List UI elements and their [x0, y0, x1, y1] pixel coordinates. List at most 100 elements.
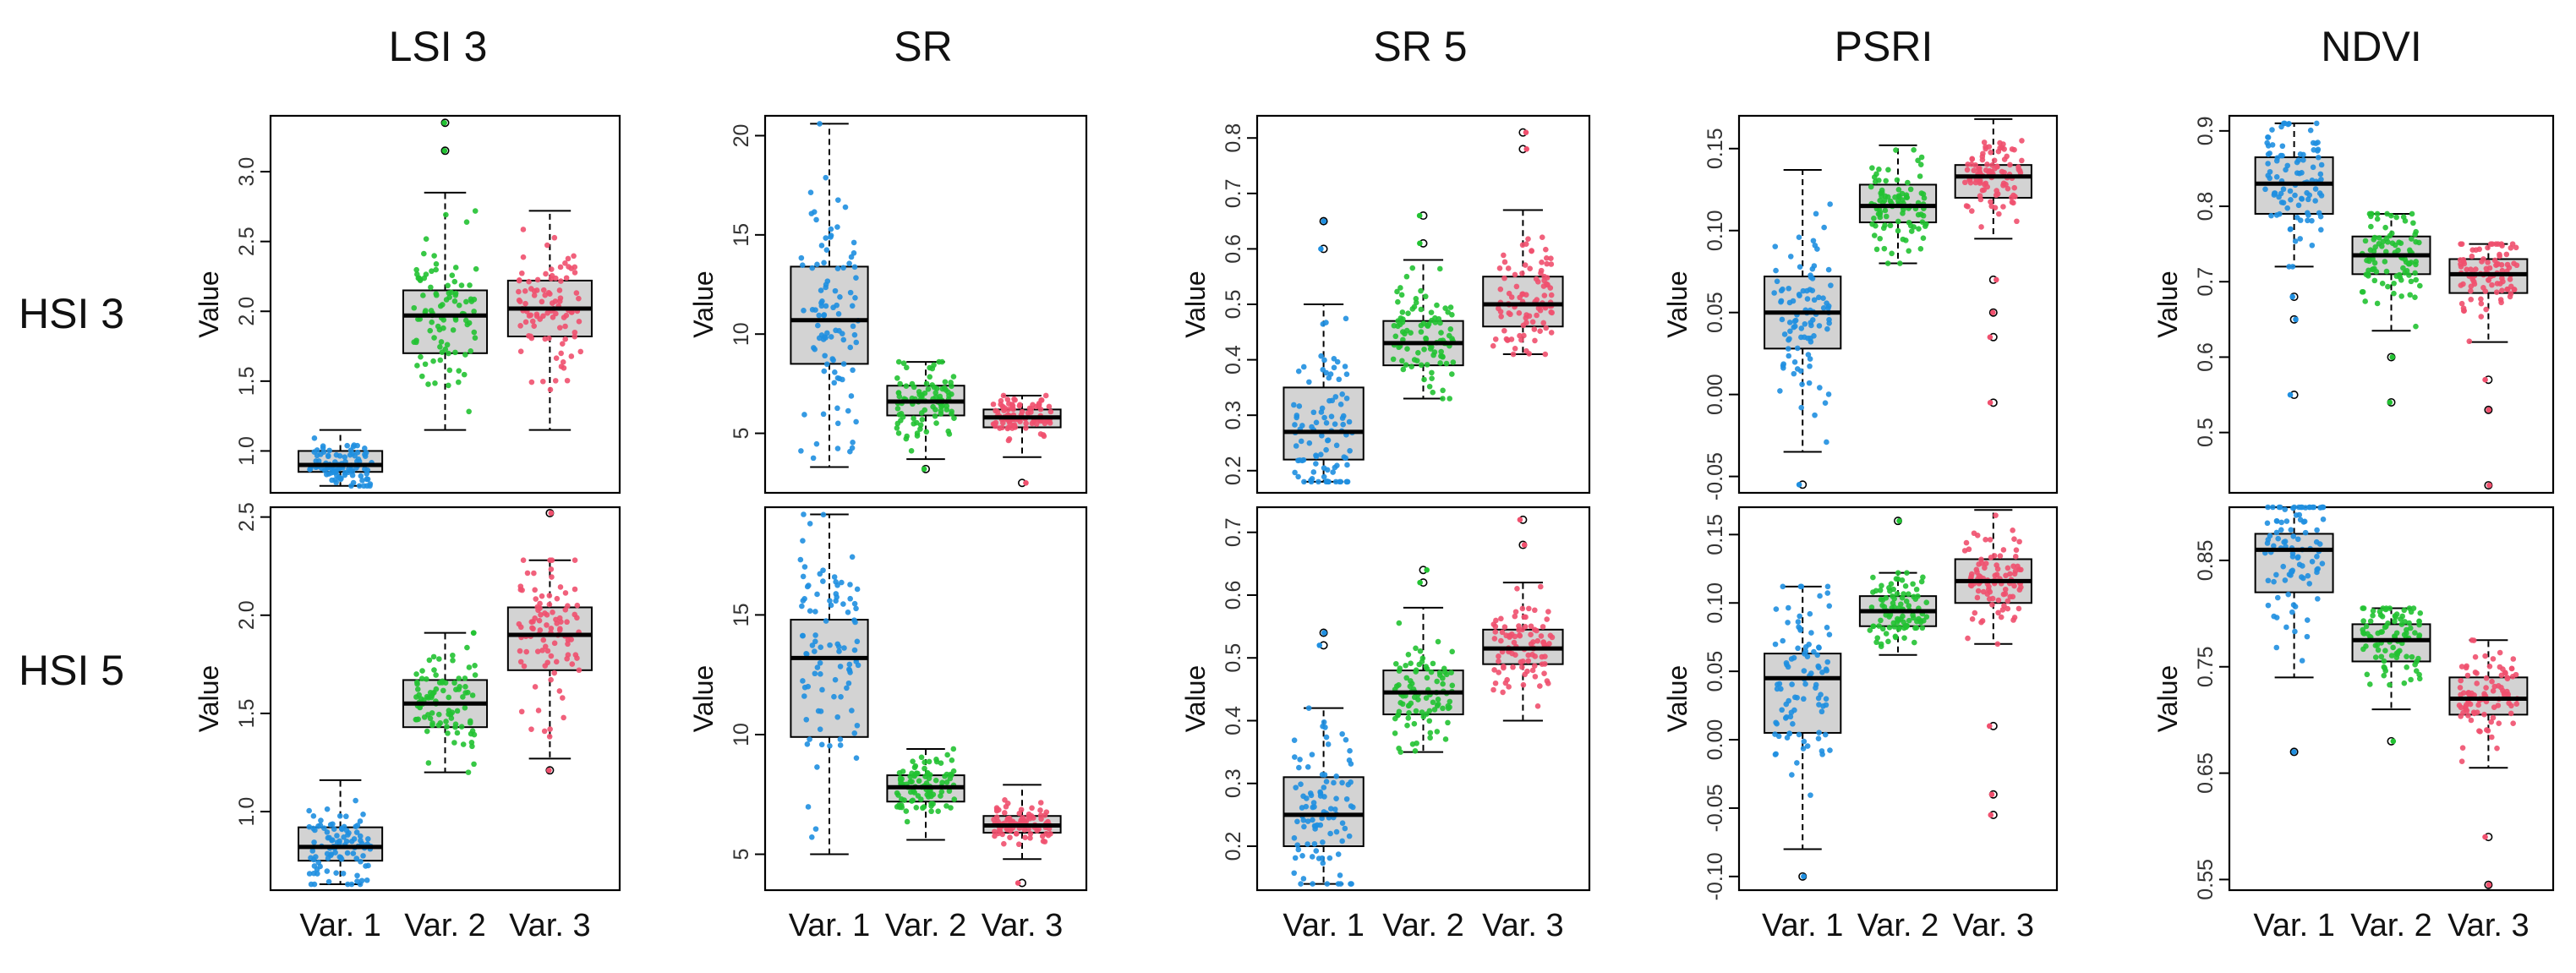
- data-point: [1795, 645, 1801, 652]
- data-point: [424, 693, 430, 700]
- data-point: [1527, 265, 1534, 272]
- data-point: [1906, 219, 1912, 226]
- data-point: [421, 250, 427, 257]
- data-point: [849, 303, 856, 309]
- data-point: [805, 683, 812, 690]
- outlier-point: [1015, 880, 1021, 886]
- data-point: [544, 622, 550, 628]
- box-var2: [1858, 517, 1938, 656]
- data-point: [1418, 329, 1425, 335]
- data-point: [1521, 614, 1528, 620]
- outlier-point: [2486, 482, 2492, 489]
- data-point: [2484, 727, 2490, 733]
- data-point: [1819, 670, 1825, 675]
- data-point: [1901, 625, 1907, 631]
- data-point: [925, 386, 932, 392]
- data-point: [1923, 599, 1930, 606]
- data-point: [2262, 186, 2268, 193]
- data-point: [1969, 208, 1975, 214]
- data-point: [2486, 277, 2491, 283]
- data-point: [546, 593, 553, 599]
- y-tick-label: 3.0: [235, 157, 259, 187]
- data-point: [517, 648, 523, 654]
- data-point: [1994, 566, 2001, 572]
- data-point: [1337, 478, 1343, 485]
- data-point: [1004, 827, 1010, 833]
- data-point: [1293, 443, 1299, 449]
- data-point: [1310, 469, 1317, 475]
- data-point: [1501, 327, 1507, 334]
- data-point: [1984, 161, 1990, 167]
- data-point: [1429, 369, 1435, 376]
- data-point: [318, 451, 324, 457]
- data-point: [557, 584, 564, 590]
- data-point: [1974, 533, 1981, 538]
- data-point: [451, 740, 457, 746]
- data-point: [1908, 228, 1915, 234]
- panels-grid: 1.01.52.02.53.0Value5101520Value0.20.30.…: [194, 114, 2555, 943]
- data-point: [807, 189, 814, 196]
- y-tick-label: 20: [730, 124, 753, 148]
- data-point: [1436, 670, 1443, 676]
- data-point: [1028, 409, 1034, 415]
- data-point: [2479, 259, 2485, 265]
- data-point: [311, 449, 318, 456]
- data-point: [799, 262, 806, 268]
- data-point: [358, 877, 365, 884]
- data-point: [442, 680, 449, 686]
- data-point: [1520, 322, 1527, 329]
- data-point: [1343, 736, 1349, 743]
- data-point: [531, 292, 538, 298]
- data-point: [425, 381, 431, 387]
- data-point: [2003, 181, 2009, 188]
- data-point: [2273, 571, 2279, 578]
- data-point: [1771, 290, 1777, 296]
- data-point: [842, 204, 849, 210]
- data-point: [816, 335, 823, 342]
- data-point: [468, 296, 474, 303]
- data-point: [1331, 364, 1337, 371]
- data-point: [2318, 227, 2324, 233]
- data-point: [914, 433, 921, 439]
- data-point: [336, 812, 343, 819]
- data-point: [2310, 139, 2316, 146]
- data-point: [1772, 731, 1778, 737]
- data-point: [454, 708, 461, 714]
- data-point: [2496, 720, 2502, 727]
- y-axis-label: Value: [688, 665, 719, 732]
- data-point: [2311, 146, 2317, 153]
- data-point: [522, 300, 528, 307]
- data-point: [2506, 700, 2512, 707]
- data-point: [1537, 683, 1543, 689]
- data-point: [1534, 637, 1541, 644]
- data-point: [897, 775, 904, 781]
- data-point: [839, 579, 845, 586]
- data-point: [315, 458, 322, 464]
- data-point: [1003, 803, 1009, 810]
- data-point: [853, 275, 859, 282]
- data-point: [1415, 349, 1421, 356]
- data-point: [1965, 635, 1971, 642]
- data-point: [903, 364, 910, 371]
- data-point: [1889, 250, 1895, 257]
- data-point: [2504, 286, 2510, 292]
- data-point: [1994, 163, 2000, 170]
- data-point: [1899, 577, 1906, 583]
- data-point: [544, 242, 550, 249]
- data-point: [411, 339, 418, 345]
- data-point: [904, 818, 911, 825]
- data-point: [2513, 262, 2520, 269]
- data-point: [2284, 205, 2290, 211]
- data-point: [1013, 830, 1020, 837]
- data-point: [2388, 653, 2395, 659]
- data-point: [1440, 705, 1446, 712]
- data-point: [318, 817, 324, 823]
- data-point: [847, 344, 854, 351]
- data-point: [2370, 612, 2376, 619]
- data-point: [854, 722, 861, 729]
- y-axis-label: Value: [1662, 271, 1693, 337]
- data-point: [546, 335, 552, 342]
- data-point: [425, 712, 431, 718]
- y-axis-label: Value: [2152, 271, 2183, 337]
- data-point: [1774, 686, 1780, 692]
